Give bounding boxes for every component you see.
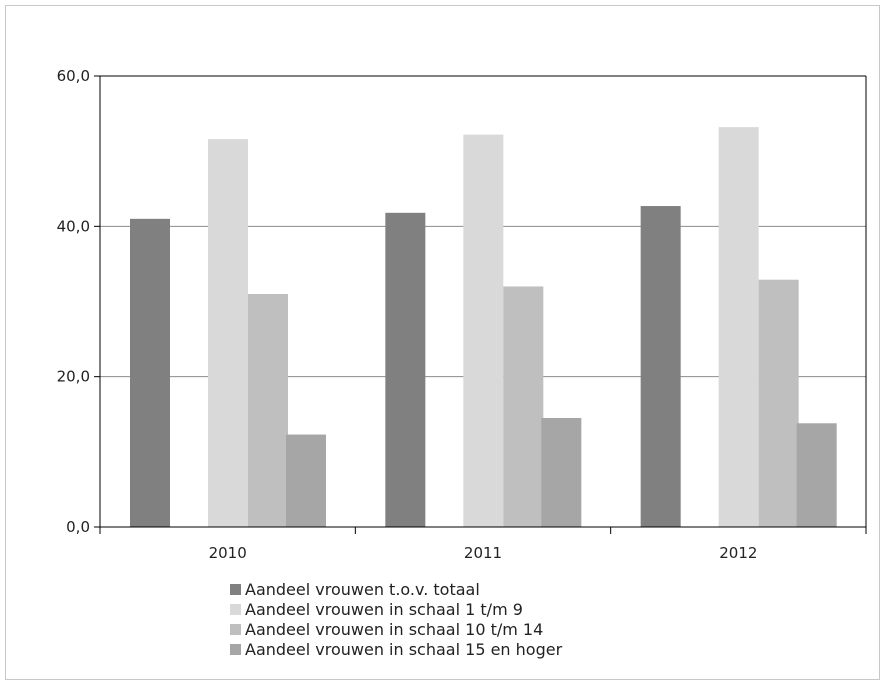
bar (796, 423, 837, 527)
y-tick-label: 40,0 (57, 217, 90, 235)
legend-label: Aandeel vrouwen in schaal 10 t/m 14 (245, 620, 543, 639)
bars-layer (130, 127, 837, 528)
x-tick-label: 2012 (719, 544, 757, 562)
legend-label: Aandeel vrouwen in schaal 1 t/m 9 (245, 600, 523, 619)
axis-layer: 0,0 20,0 40,0 60,0 2010 2011 2012 (57, 67, 867, 562)
bar (463, 134, 504, 527)
legend-swatch (230, 584, 241, 595)
y-tick-label: 20,0 (57, 368, 90, 386)
bar (248, 293, 288, 527)
bar (718, 127, 759, 527)
y-tick-label: 0,0 (66, 518, 90, 536)
x-tick-label: 2010 (209, 544, 247, 562)
legend-swatch (230, 644, 241, 655)
bar (286, 434, 326, 527)
bar (208, 139, 248, 527)
bar (503, 286, 544, 527)
legend-swatch (230, 624, 241, 635)
bar (640, 206, 681, 527)
y-tick-label: 60,0 (57, 67, 90, 85)
legend-swatch (230, 604, 241, 615)
legend-label: Aandeel vrouwen t.o.v. totaal (245, 580, 480, 599)
bar (541, 418, 582, 527)
bar (385, 212, 426, 527)
bar (130, 218, 170, 528)
x-tick-label: 2011 (464, 544, 502, 562)
bar (758, 279, 799, 527)
legend-label: Aandeel vrouwen in schaal 15 en hoger (245, 640, 563, 659)
